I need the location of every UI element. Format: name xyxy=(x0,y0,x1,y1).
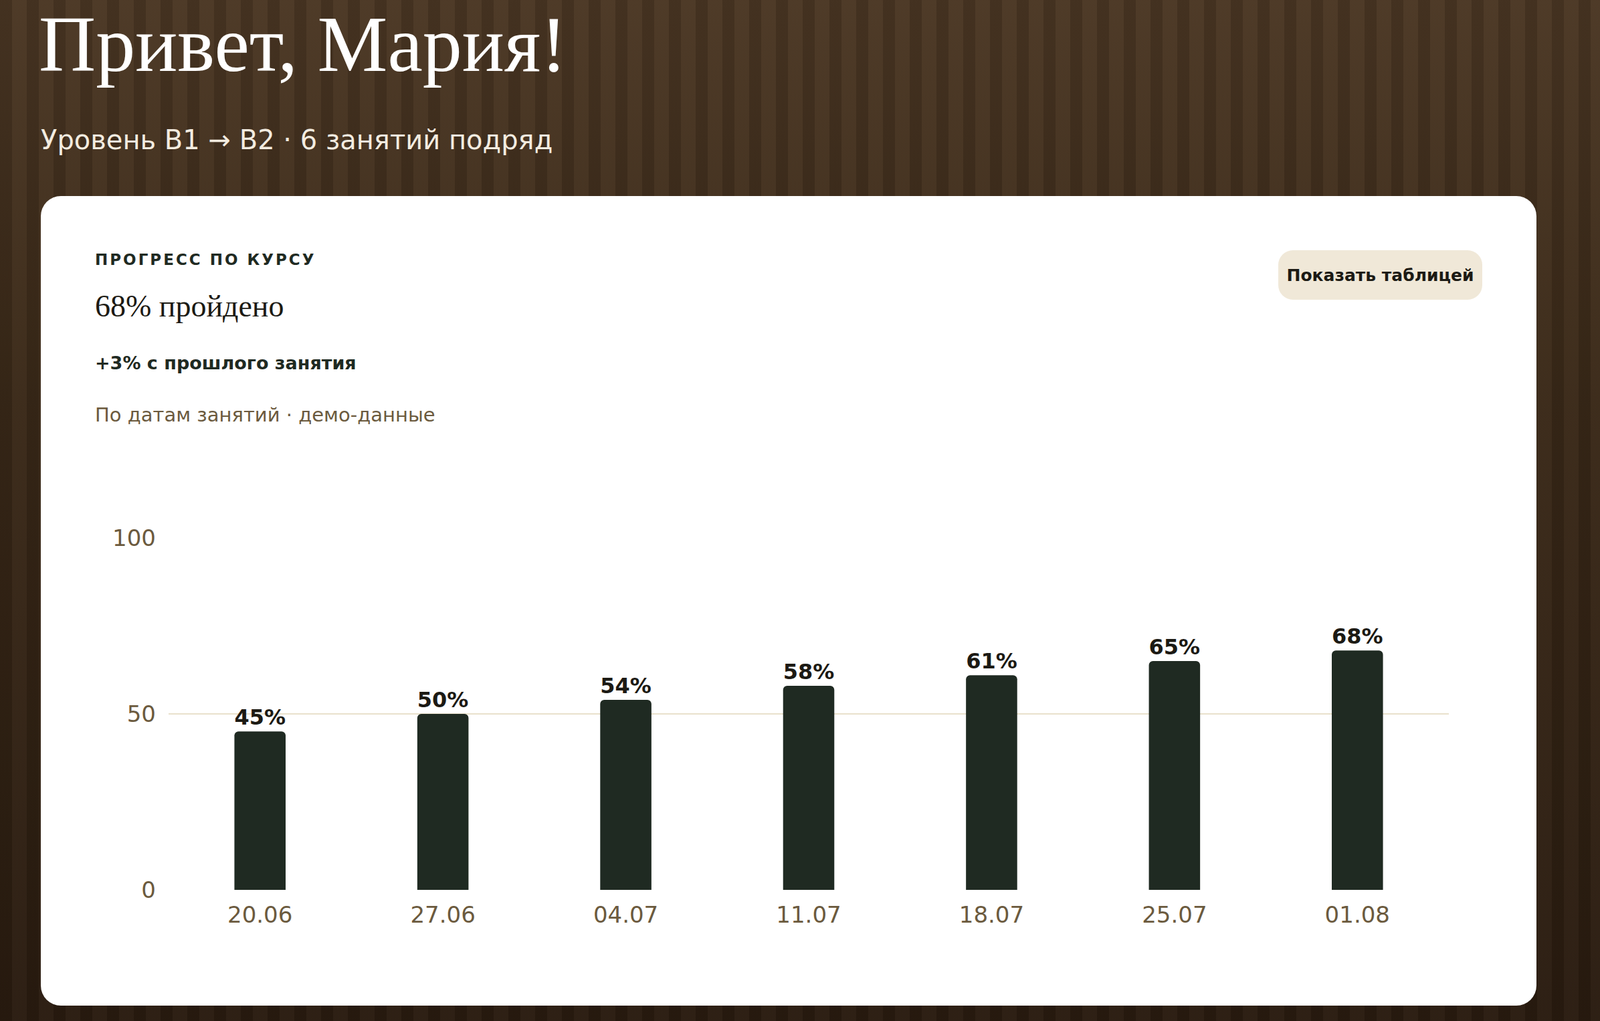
svg-text:54%: 54% xyxy=(600,672,652,699)
svg-text:18.07: 18.07 xyxy=(959,901,1025,928)
html-text:+3% с прошлого занятия: +3% с прошлого занятия xyxy=(94,352,357,374)
svg-text:27.06: 27.06 xyxy=(410,901,475,928)
svg-text:0: 0 xyxy=(141,876,156,904)
svg-text:25.07: 25.07 xyxy=(1141,901,1207,928)
html-text:Уровень B1 → B2 · 6 занятий по: Уровень B1 → B2 · 6 занятий подряд xyxy=(40,124,553,156)
svg-text:50: 50 xyxy=(127,700,156,728)
html-text:68% пройдено: 68% пройдено xyxy=(94,288,284,324)
svg-text:61%: 61% xyxy=(965,648,1018,674)
svg-text:58%: 58% xyxy=(783,658,835,685)
svg-text:45%: 45% xyxy=(234,704,286,730)
svg-text:04.07: 04.07 xyxy=(593,901,659,928)
svg-text:65%: 65% xyxy=(1149,634,1201,660)
html-text:ПРОГРЕСС ПО КУРСУ: ПРОГРЕСС ПО КУРСУ xyxy=(94,250,317,269)
svg-text:50%: 50% xyxy=(417,686,469,713)
html-text:Показать таблицей: Показать таблицей xyxy=(1286,265,1474,285)
svg-text:100: 100 xyxy=(112,524,156,552)
svg-text:11.07: 11.07 xyxy=(775,901,841,928)
html-text:Привет, Мария!: Привет, Мария! xyxy=(38,0,567,89)
html-text:По датам занятий · демо-данные: По датам занятий · демо-данные xyxy=(94,403,436,427)
svg-text:68%: 68% xyxy=(1331,623,1384,649)
svg-text:01.08: 01.08 xyxy=(1325,901,1390,928)
svg-text:20.06: 20.06 xyxy=(227,901,293,928)
